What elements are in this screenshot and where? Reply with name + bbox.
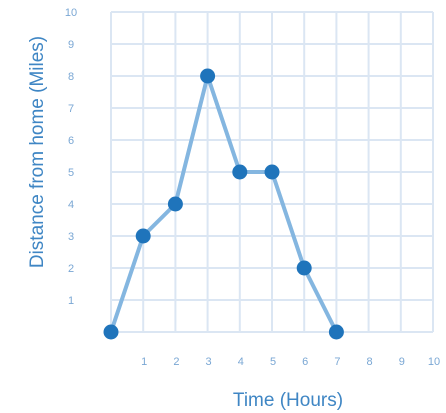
x-tick-labels: 1 2 3 4 5 6 7 8 9 10: [141, 356, 440, 368]
x-tick-label: 9: [399, 356, 405, 368]
series-line: [109, 74, 339, 334]
y-tick-label: 7: [68, 103, 74, 115]
x-tick-label: 7: [334, 356, 340, 368]
data-point: [200, 68, 216, 84]
y-tick-label: 3: [68, 231, 74, 243]
y-tick-label: 8: [68, 71, 74, 83]
x-tick-label: 5: [270, 356, 276, 368]
data-point: [264, 164, 280, 180]
x-tick-label: 1: [141, 356, 147, 368]
data-point: [296, 260, 312, 276]
y-tick-label: 9: [68, 39, 74, 51]
grid: [110, 11, 434, 333]
data-point: [328, 324, 344, 340]
x-axis-label: Time (Hours): [233, 390, 343, 411]
x-tick-label: 2: [173, 356, 179, 368]
y-tick-label: 1: [68, 295, 74, 307]
y-tick-labels: 1 2 3 4 5 6 7 8 9 10: [65, 7, 77, 307]
x-tick-label: 3: [206, 356, 212, 368]
data-point: [135, 228, 151, 244]
y-tick-label: 4: [68, 199, 74, 211]
data-point: [103, 324, 119, 340]
data-point: [232, 164, 248, 180]
y-axis-label: Distance from home (Miles): [27, 36, 48, 268]
y-tick-label: 5: [68, 167, 74, 179]
y-tick-label: 2: [68, 263, 74, 275]
y-tick-label: 6: [68, 135, 74, 147]
x-tick-label: 4: [238, 356, 244, 368]
series-group: [103, 68, 344, 340]
x-tick-label: 8: [367, 356, 373, 368]
y-tick-label: 10: [65, 7, 77, 19]
data-point: [167, 196, 183, 212]
x-tick-label: 10: [428, 356, 440, 368]
x-tick-label: 6: [302, 356, 308, 368]
